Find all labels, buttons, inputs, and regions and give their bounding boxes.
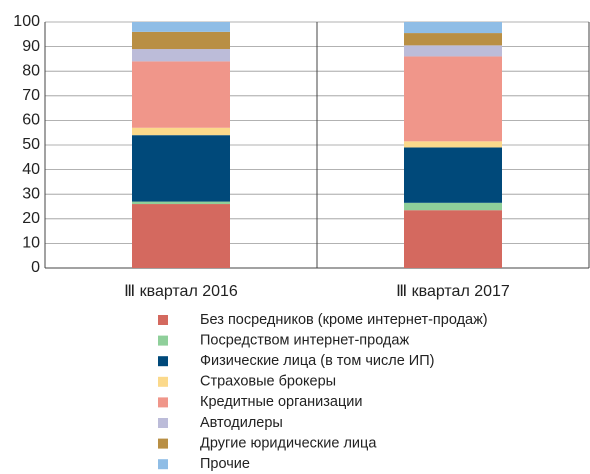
- legend-label: Физические лица (в том числе ИП): [200, 353, 434, 369]
- legend-marker: [158, 356, 168, 367]
- bar-segment: [132, 22, 230, 32]
- legend-label: Посредством интернет-продаж: [200, 332, 409, 348]
- legend-label: Кредитные организации: [200, 394, 362, 410]
- legend-label: Автодилеры: [200, 415, 283, 431]
- bar-segment: [132, 201, 230, 205]
- bar-segment: [132, 61, 230, 128]
- bar-segment: [404, 45, 502, 57]
- legend-label: Прочие: [200, 456, 250, 472]
- bar-segment: [132, 135, 230, 202]
- legend-marker: [158, 397, 168, 408]
- bar-segment: [404, 202, 502, 211]
- bar-segment: [404, 141, 502, 148]
- legend-marker: [158, 335, 168, 346]
- y-tick-label: 50: [22, 136, 40, 153]
- bar-segment: [404, 22, 502, 34]
- y-tick-label: 80: [22, 62, 40, 79]
- legend-marker: [158, 438, 168, 449]
- bar-segment: [404, 56, 502, 142]
- legend-marker: [158, 376, 168, 387]
- y-tick-label: 20: [22, 210, 40, 227]
- y-tick-label: 40: [22, 161, 40, 178]
- y-tick-label: 60: [22, 112, 40, 129]
- bar-segment: [132, 31, 230, 50]
- bar-segment: [132, 49, 230, 62]
- bar-segment: [404, 210, 502, 268]
- legend-marker: [158, 459, 168, 470]
- legend-marker: [158, 315, 168, 325]
- y-tick-label: 90: [22, 38, 40, 55]
- y-tick-label: 70: [22, 87, 40, 104]
- bar-segment: [132, 127, 230, 136]
- legend-label: Без посредников (кроме интернет-продаж): [200, 312, 488, 328]
- x-tick-label: Ⅲ квартал 2017: [396, 283, 510, 300]
- bar-segment: [404, 33, 502, 46]
- x-tick-label: Ⅲ квартал 2016: [124, 283, 238, 300]
- legend-marker: [158, 418, 168, 428]
- y-tick-label: 0: [31, 259, 40, 276]
- legend-label: Страховые брокеры: [200, 374, 336, 390]
- bar-segment: [404, 147, 502, 203]
- y-tick-label: 10: [22, 235, 40, 252]
- legend-label: Другие юридические лица: [200, 435, 377, 451]
- bar-segment: [132, 204, 230, 268]
- y-tick-label: 30: [22, 185, 40, 202]
- y-tick-label: 100: [13, 13, 40, 30]
